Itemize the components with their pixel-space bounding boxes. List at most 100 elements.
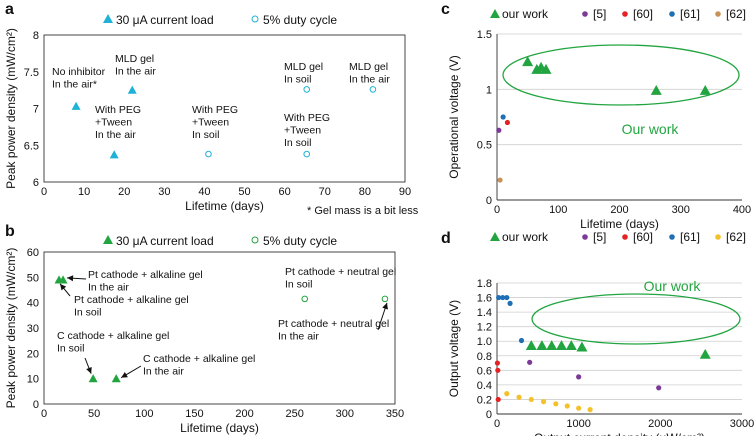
- legend-marker-d-3: [669, 234, 675, 240]
- xtick-label-b: 50: [88, 408, 100, 420]
- ytick-label-b: 10: [27, 374, 39, 386]
- xtick-label-d: 0: [494, 418, 500, 430]
- data-point-d-0-5: [576, 341, 588, 352]
- legend-label-b-0: 30 μA current load: [116, 234, 214, 248]
- annotation-a-2: With PEG +Tween In the air: [95, 104, 141, 141]
- xtick-label-b: 350: [386, 408, 404, 420]
- data-point-d-0-1: [536, 340, 548, 350]
- annotation-a-3: With PEG +Tween In soil: [192, 104, 238, 141]
- ytick-label-d: 0.4: [477, 380, 492, 392]
- highlight-label-c: Our work: [622, 121, 680, 137]
- xtick-label-a: 40: [198, 186, 210, 198]
- annotation-b-5: C cathode + alkaline gel In the air: [143, 353, 255, 378]
- ytick-label-b: 40: [27, 298, 39, 310]
- legend-marker-c-2: [622, 11, 628, 17]
- data-point-d-1-0: [527, 359, 533, 365]
- arrow-b-0-head: [67, 275, 74, 282]
- data-point-d-3-0: [496, 294, 502, 301]
- x-axis-title-d: Output current density (μW/cm²): [534, 431, 705, 436]
- data-point-b-0-3: [111, 374, 121, 383]
- annotation-a-1: MLD gel In the air: [115, 53, 156, 78]
- data-point-a-0-0: [71, 101, 81, 110]
- xtick-label-c: 0: [494, 204, 500, 216]
- highlight-ellipse-c: [502, 44, 740, 106]
- legend-label-d-4: [62]: [726, 230, 746, 244]
- ytick-label-c: 0.5: [477, 140, 492, 152]
- xtick-label-a: 70: [319, 186, 331, 198]
- ytick-label-b: 50: [27, 272, 39, 284]
- data-point-d-2-0: [494, 360, 501, 366]
- data-point-d-4-5: [564, 403, 570, 409]
- data-point-d-2-1: [495, 367, 501, 373]
- data-point-d-0-4: [565, 340, 577, 350]
- legend-marker-a-0: [103, 14, 113, 23]
- data-point-c-0-3: [540, 63, 552, 74]
- legend-marker-c-1: [582, 11, 588, 17]
- legend-label-a-0: 30 μA current load: [116, 13, 214, 27]
- ytick-label-b: 0: [33, 399, 39, 411]
- ytick-label-d: 0.2: [477, 394, 492, 406]
- arrow-b-1-head: [60, 283, 67, 291]
- data-point-a-0-2: [127, 85, 137, 94]
- data-point-d-0-0: [525, 340, 537, 350]
- data-point-b-0-2: [88, 374, 98, 383]
- legend-marker-c-3: [669, 11, 675, 17]
- y-axis-title-a: Peak power density (mW/cm²): [4, 28, 18, 189]
- panel-label-a: a: [5, 1, 14, 18]
- data-point-c-0-5: [699, 84, 711, 95]
- data-point-d-4-7: [587, 407, 593, 413]
- data-point-d-4-2: [528, 396, 534, 403]
- annotation-b-4: C cathode + alkaline gel In soil: [57, 330, 169, 355]
- xtick-label-c: 100: [549, 204, 567, 216]
- legend-marker-d-2: [622, 234, 628, 240]
- legend-marker-a-1: [251, 15, 259, 23]
- xtick-label-d: 2000: [648, 418, 672, 430]
- plot-frame-b: [43, 251, 396, 405]
- panel-label-d: d: [441, 230, 451, 247]
- x-axis-title-b: Lifetime (days): [180, 421, 259, 435]
- xtick-label-c: 300: [672, 204, 690, 216]
- data-point-d-1-2: [656, 385, 662, 391]
- data-point-d-3-3: [507, 300, 513, 306]
- annotation-a-0: No inhibitor In the air*: [52, 66, 106, 91]
- data-point-d-4-4: [553, 401, 559, 407]
- xtick-label-a: 90: [399, 186, 411, 198]
- data-point-d-3-4: [518, 337, 525, 344]
- data-point-c-0-0: [522, 56, 534, 67]
- ytick-label-d: 0: [486, 409, 492, 421]
- legend-label-c-0: our work: [502, 7, 549, 21]
- data-point-d-3-2: [504, 294, 510, 301]
- xtick-label-a: 80: [359, 186, 371, 198]
- xtick-label-a: 10: [78, 186, 90, 198]
- ytick-label-a: 6.5: [24, 140, 39, 152]
- data-point-c-4-0: [497, 177, 503, 183]
- arrow-b-3-head: [382, 302, 388, 310]
- data-point-b-1-1: [381, 295, 389, 303]
- data-point-b-0-1: [58, 275, 68, 284]
- panel-label-b: b: [5, 223, 15, 240]
- xtick-label-b: 300: [336, 408, 354, 420]
- xtick-label-a: 20: [118, 186, 130, 198]
- footnote-a: * Gel mass is a bit less: [307, 205, 419, 217]
- ytick-label-c: 1.5: [477, 29, 492, 41]
- ytick-label-b: 60: [27, 247, 39, 259]
- xtick-label-b: 200: [235, 408, 253, 420]
- data-point-d-1-1: [576, 374, 582, 380]
- legend-label-b-1: 5% duty cycle: [263, 234, 337, 248]
- data-point-c-1-0: [496, 127, 502, 133]
- data-point-c-3-0: [500, 114, 506, 120]
- data-point-c-2-0: [504, 119, 511, 126]
- ytick-label-c: 0: [486, 195, 492, 207]
- data-point-d-2-2: [495, 396, 501, 403]
- legend-marker-c-4: [715, 11, 721, 17]
- legend-marker-d-1: [582, 234, 588, 240]
- xtick-label-a: 30: [158, 186, 170, 198]
- ytick-label-d: 0.8: [477, 351, 492, 363]
- data-point-d-0-2: [546, 340, 558, 350]
- data-point-b-1-0: [301, 295, 309, 303]
- data-point-a-1-3: [369, 86, 377, 93]
- data-point-a-1-0: [205, 150, 212, 158]
- xtick-label-c: 200: [610, 204, 628, 216]
- legend-label-c-2: [60]: [633, 7, 653, 21]
